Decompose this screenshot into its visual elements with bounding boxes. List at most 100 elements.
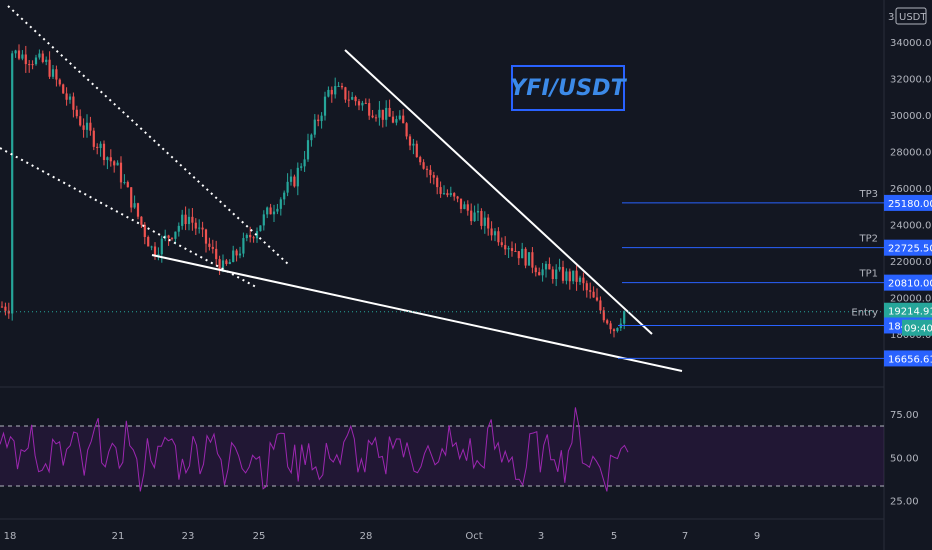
candle-body: [126, 182, 129, 188]
level-tag-label: 19214.91: [888, 307, 932, 318]
candle-body: [55, 69, 58, 80]
candle-body: [286, 181, 289, 193]
candle-body: [425, 168, 429, 170]
candle-body: [262, 214, 265, 226]
time-tick-label: Oct: [465, 531, 482, 542]
level-tag: [884, 194, 932, 211]
candle-body: [211, 246, 214, 249]
candle-body: [317, 119, 320, 122]
price-tick-label: 28000.00: [890, 147, 932, 158]
rsi-axis: 75.00 50.00 25.00: [890, 410, 919, 508]
candle-body: [456, 196, 459, 199]
candle-body: [371, 115, 374, 118]
price-tick-label: 32000.00: [890, 74, 932, 85]
candle-body: [58, 79, 61, 85]
candle-body: [255, 231, 259, 239]
price-tick-label: 30000.00: [890, 111, 932, 122]
candle-body: [293, 176, 296, 187]
candle-body: [405, 123, 408, 137]
price-tick-label: 26000.00: [890, 184, 932, 195]
descending-resistance-line: [344, 49, 653, 335]
price-axis[interactable]: 34000.00 32000.00 30000.00 28000.00 26000.00…: [890, 38, 932, 341]
candle-body: [327, 89, 330, 97]
candle-body: [221, 260, 225, 271]
candle-body: [92, 130, 95, 147]
candle-body: [402, 115, 405, 124]
candle-body: [595, 297, 599, 301]
candle-body: [153, 246, 157, 257]
candle-body: [609, 323, 612, 330]
candle-body: [232, 250, 235, 263]
level-name: TP1: [858, 269, 878, 280]
candle-body: [473, 212, 476, 222]
currency-button[interactable]: [895, 7, 927, 25]
candle-body: [184, 214, 187, 225]
candle-body: [228, 262, 231, 265]
candle-body: [442, 193, 446, 195]
candle-body: [38, 53, 41, 58]
candle-body: [422, 162, 425, 169]
candle-body: [391, 116, 395, 123]
price-tick-label: 24000.00: [890, 220, 932, 231]
candle-body: [143, 224, 146, 237]
candle-body: [555, 269, 558, 280]
candle-body: [381, 109, 384, 120]
candle-body: [623, 311, 626, 324]
candle-body: [252, 237, 255, 239]
candle-body: [398, 115, 401, 120]
candle-body: [130, 187, 133, 208]
candle-body: [340, 85, 344, 88]
candle-body: [289, 176, 293, 182]
candle-body: [527, 252, 531, 266]
candle-body: [235, 250, 238, 256]
candle-body: [606, 320, 609, 324]
candle-body: [439, 187, 442, 194]
candle-body: [531, 252, 534, 268]
candle-body: [459, 198, 463, 209]
candle-body: [113, 161, 116, 166]
candle-body: [517, 251, 520, 259]
candle-body: [283, 192, 286, 200]
candle-body: [483, 217, 486, 226]
candle-body: [565, 271, 568, 281]
level-tag-label: 20810.00: [888, 279, 932, 290]
candle-body: [330, 89, 333, 95]
candle-body: [490, 228, 493, 236]
time-tick-label: 21: [112, 531, 125, 542]
candle-body: [133, 203, 136, 208]
candle-body: [436, 177, 439, 188]
candle-body: [538, 272, 541, 276]
time-axis[interactable]: 18 21 23 25 28 Oct 3 5 7 9: [4, 531, 761, 542]
countdown-tag: [902, 319, 932, 336]
rsi-band-fill: [0, 426, 884, 486]
candle-body: [364, 102, 367, 104]
rsi-tick-label: 50.00: [890, 453, 919, 464]
rsi-line: [0, 407, 629, 492]
candle-body: [575, 270, 578, 282]
candle-body: [24, 54, 27, 65]
candle-body: [466, 204, 469, 211]
candle-body: [582, 277, 585, 284]
candle-body: [378, 109, 381, 118]
candle-body: [85, 122, 89, 130]
candle-body: [41, 53, 44, 62]
level-lines-group: TP3 TP2 TP1 Entry: [618, 189, 884, 359]
candle-body: [147, 236, 150, 247]
candle-body: [548, 263, 551, 270]
candle-body: [449, 193, 452, 196]
candle-body: [354, 96, 357, 102]
title-box: YFI/USDT: [510, 65, 626, 111]
candle-body: [361, 102, 364, 106]
candle-body: [204, 229, 208, 244]
candle-body: [337, 85, 340, 87]
candle-body: [14, 50, 17, 54]
candle-body: [82, 125, 85, 130]
candle-body: [177, 225, 180, 232]
currency-label: USDT: [899, 12, 927, 23]
candle-body: [11, 53, 14, 314]
candle-body: [534, 267, 537, 273]
candle-body: [48, 59, 51, 77]
level-name: TP2: [858, 234, 878, 245]
candle-body: [507, 248, 510, 250]
